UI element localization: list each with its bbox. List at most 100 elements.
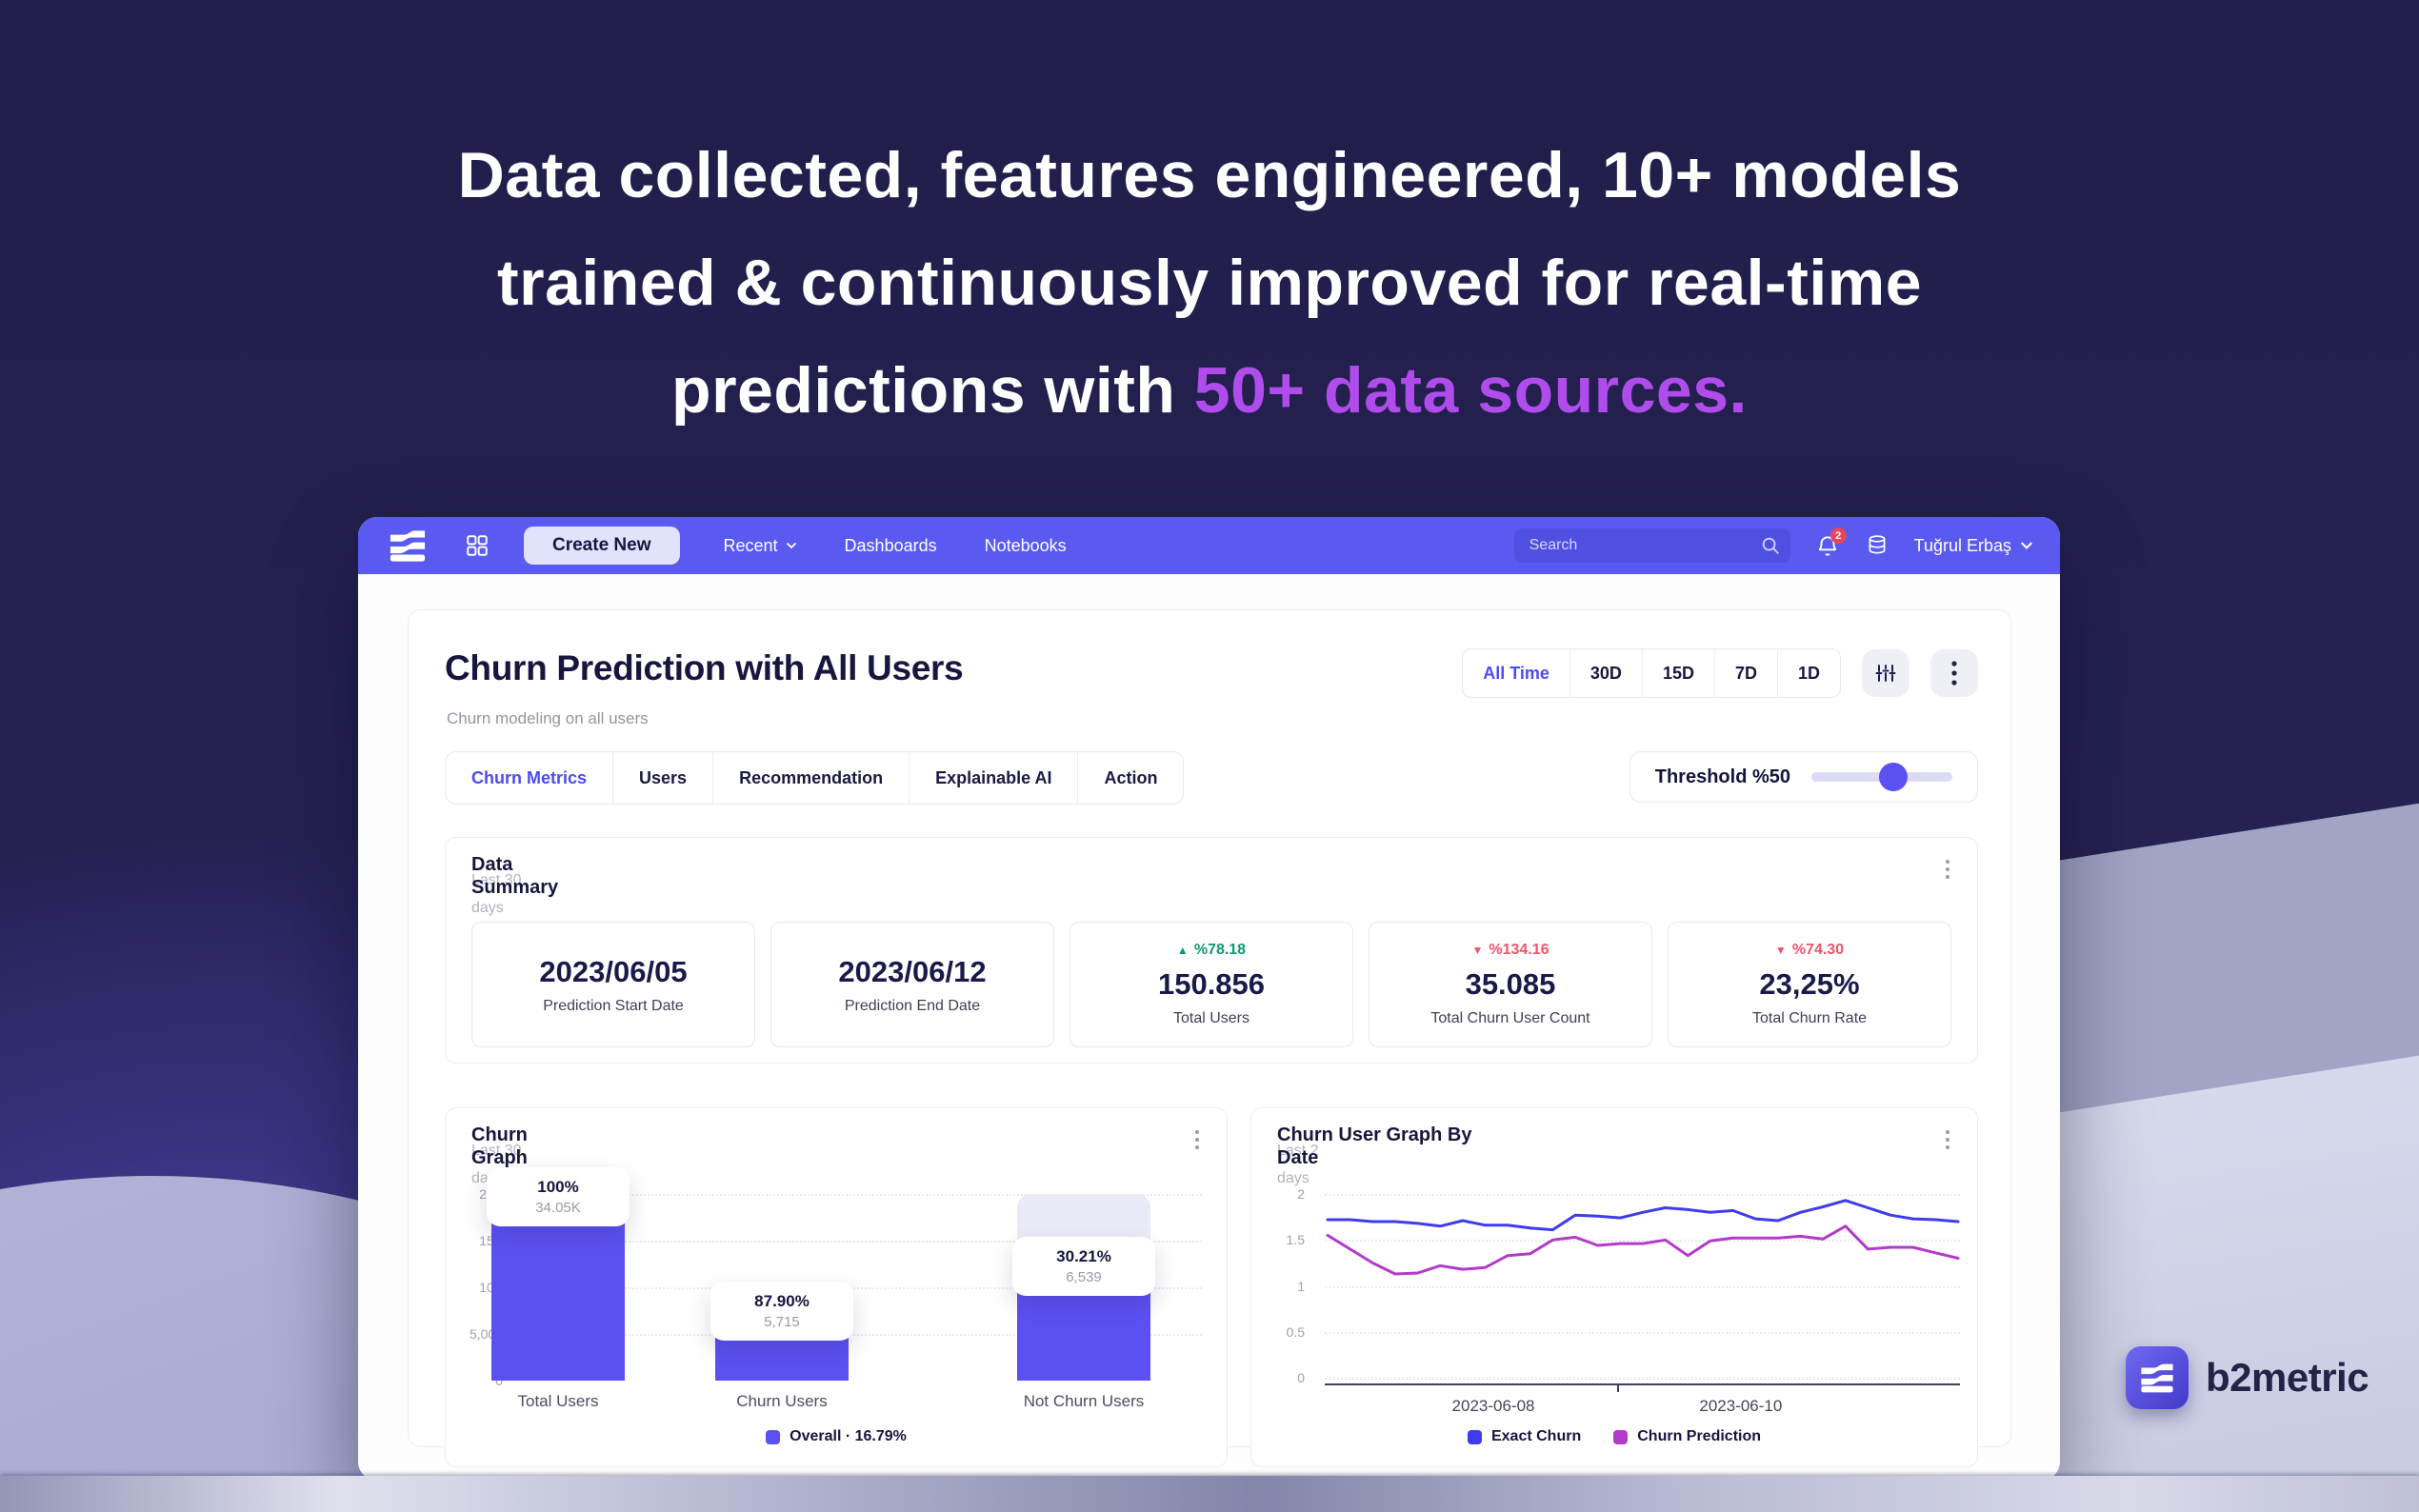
nav-right-cluster: 2 Tuğrul Erbaş [1815, 527, 2033, 558]
time-filter-7d[interactable]: 7D [1713, 649, 1777, 697]
report-card: Churn Prediction with All Users Churn mo… [408, 609, 2011, 1467]
bar-tooltip-2: 30.21% 6,539 [1012, 1236, 1155, 1296]
search-input[interactable] [1513, 528, 1790, 563]
legend-item: Exact Churn [1467, 1428, 1581, 1445]
gridline [518, 1241, 1202, 1243]
brand-wordmark: b2metric [2206, 1355, 2369, 1400]
line-x-label: 2023-06-08 [1451, 1397, 1535, 1415]
legend-item: Overall · 16.79% [766, 1428, 907, 1445]
bar-legend: Overall · 16.79% [446, 1428, 1227, 1445]
tab-explainable-ai[interactable]: Explainable AI [909, 752, 1077, 804]
summary-label: Total Churn Rate [1751, 1010, 1868, 1026]
threshold-control: Threshold %50 [1629, 751, 1978, 803]
dashboard-window: Create New Recent Dashboards Notebooks 2 [358, 517, 2060, 1481]
tab-recommendation[interactable]: Recommendation [712, 752, 909, 804]
tooltip-value: 6,539 [1066, 1268, 1102, 1285]
summary-label: Total Users [1172, 1010, 1250, 1026]
hero-highlight: 50+ data sources. [1193, 354, 1748, 427]
b2metric-app-icon [2126, 1346, 2189, 1409]
tab-churn-metrics[interactable]: Churn Metrics [471, 768, 588, 787]
time-filter-1d[interactable]: 1D [1776, 649, 1840, 697]
header-kebab-button[interactable] [1930, 649, 1978, 697]
dashboard-content: Churn Prediction with All Users Churn mo… [358, 574, 2060, 1481]
summary-cards-row: 2023/06/05 Prediction Start Date 2023/06/1… [471, 922, 1951, 1047]
create-new-button[interactable]: Create New [524, 527, 680, 565]
line-y-tick: 2 [1297, 1186, 1305, 1202]
tab-action[interactable]: Action [1077, 752, 1183, 804]
series-churn-prediction [1326, 1224, 1960, 1276]
ghost-subtitle: Last 2 [1277, 1143, 1319, 1159]
gridline [1325, 1240, 1960, 1243]
tab-users[interactable]: Users [612, 752, 712, 804]
bar-tooltip-0: 100% 34.05K [487, 1167, 630, 1226]
summary-value: 2023/06/12 [838, 954, 987, 988]
sliders-icon [1875, 665, 1896, 682]
summary-card: ▲ %78.18 150.856 Total Users [1070, 922, 1353, 1047]
data-sources-icon[interactable] [1865, 533, 1889, 558]
nav-item-recent[interactable]: Recent [724, 536, 797, 556]
hero-headline: Data collected, features engineered, 10+… [0, 122, 2419, 445]
search-box [1513, 528, 1790, 563]
bar-y-tick: 0 [495, 1373, 503, 1388]
filter-sliders-button[interactable] [1862, 649, 1909, 697]
tooltip-value: 34.05K [535, 1200, 581, 1216]
data-summary-kebab-button[interactable] [1935, 855, 1960, 884]
tooltip-percent: 30.21% [1056, 1246, 1111, 1265]
threshold-slider-thumb[interactable] [1878, 763, 1908, 791]
triangle-up-icon: ▲ [1176, 944, 1189, 957]
churn-user-graph-kebab-button[interactable] [1935, 1125, 1960, 1154]
delta-badge: ▼ %74.30 [1774, 942, 1845, 958]
churn-graph-kebab-button[interactable] [1185, 1125, 1210, 1154]
threshold-slider[interactable] [1811, 763, 1952, 791]
series-exact-churn [1326, 1199, 1960, 1232]
user-menu[interactable]: Tuğrul Erbaş [1914, 536, 2033, 556]
summary-value: 23,25% [1759, 967, 1860, 1001]
search-icon[interactable] [1760, 535, 1781, 556]
threshold-label: Threshold %50 [1654, 766, 1790, 787]
apps-grid-icon[interactable] [465, 533, 490, 558]
summary-label: Total Churn User Count [1430, 1010, 1590, 1026]
delta-badge: ▲ %78.18 [1176, 942, 1247, 958]
summary-label: Prediction Start Date [543, 997, 684, 1014]
chevron-down-icon [786, 542, 796, 549]
legend-swatch [1613, 1429, 1629, 1444]
legend-swatch [1467, 1429, 1482, 1444]
line-legend: Exact Churn Churn Prediction [1251, 1428, 1977, 1445]
summary-card: ▼ %74.30 23,25% Total Churn Rate [1668, 922, 1951, 1047]
summary-card: 2023/06/12 Prediction End Date [770, 922, 1054, 1047]
churn-graph-panel: Churn Last 30 Graph days Overall · 16.79… [445, 1107, 1228, 1467]
x-axis-tick [1617, 1385, 1620, 1392]
gridline [1325, 1194, 1960, 1196]
tooltip-percent: 87.90% [754, 1291, 810, 1310]
nav-item-dashboards[interactable]: Dashboards [844, 535, 937, 555]
page-subtitle: Churn modeling on all users [447, 709, 649, 727]
time-filter-all-time[interactable]: All Time [1483, 664, 1549, 683]
summary-card: ▼ %134.16 35.085 Total Churn User Count [1369, 922, 1652, 1047]
summary-label: Prediction End Date [844, 997, 981, 1014]
hero-line-1: Data collected, features engineered, 10+… [457, 139, 1962, 211]
line-y-tick: 1.5 [1286, 1232, 1305, 1248]
time-filter-15d[interactable]: 15D [1641, 649, 1714, 697]
section-tabs: Churn Metrics Users Recommendation Explaina… [445, 751, 1185, 805]
brand-lockup: b2metric [2126, 1346, 2369, 1409]
bar-tooltip-1: 87.90% 5,715 [710, 1281, 853, 1341]
data-summary-panel: Data Last 30 Summary days 2023/06/05 Pred… [445, 837, 1978, 1064]
b2metric-logo-icon [2141, 1363, 2173, 1393]
gridline [518, 1334, 1202, 1336]
top-navbar: Create New Recent Dashboards Notebooks 2 [358, 517, 2060, 574]
bar-x-label: Total Users [517, 1392, 599, 1410]
time-filter-30d[interactable]: 30D [1569, 649, 1642, 697]
nav-item-notebooks[interactable]: Notebooks [984, 535, 1067, 555]
tooltip-percent: 100% [537, 1178, 579, 1196]
ghost-subtitle: Last 30 [471, 1143, 522, 1159]
data-summary-title: Data Last 30 Summary days [471, 854, 559, 916]
summary-value: 2023/06/05 [539, 954, 688, 988]
delta-badge: ▼ %134.16 [1471, 942, 1549, 958]
notifications-button[interactable]: 2 [1815, 527, 1847, 558]
churn-user-graph-title: Churn User Graph By Last 2 Date days [1277, 1124, 1472, 1186]
summary-card: 2023/06/05 Prediction Start Date [471, 922, 755, 1047]
page-title: Churn Prediction with All Users [445, 648, 964, 687]
b2metric-logo-icon[interactable] [385, 527, 430, 564]
bell-icon [1818, 536, 1836, 556]
